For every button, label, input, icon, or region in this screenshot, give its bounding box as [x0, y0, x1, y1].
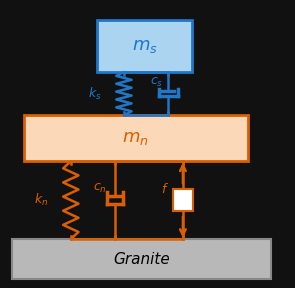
Bar [173, 189, 193, 211]
Bar [24, 115, 248, 161]
Bar [97, 20, 192, 72]
Text: $c_n$: $c_n$ [94, 182, 107, 195]
Bar [12, 239, 271, 279]
Text: $k_n$: $k_n$ [34, 192, 48, 208]
Text: $f$: $f$ [161, 182, 169, 196]
Text: $m_n$: $m_n$ [122, 129, 149, 147]
Text: Granite: Granite [113, 252, 170, 267]
Text: $k_s$: $k_s$ [88, 86, 101, 102]
Text: $c_s$: $c_s$ [150, 75, 163, 89]
Text: $m_s$: $m_s$ [132, 37, 158, 55]
